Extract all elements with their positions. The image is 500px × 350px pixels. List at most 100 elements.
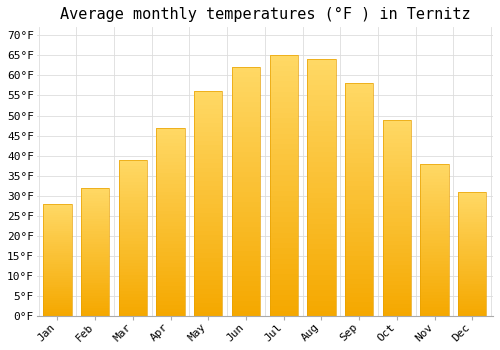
Bar xyxy=(458,274,486,276)
Bar xyxy=(232,266,260,271)
Bar xyxy=(382,308,411,312)
Bar xyxy=(81,206,110,208)
Bar xyxy=(118,197,147,200)
Bar xyxy=(232,152,260,157)
Bar xyxy=(194,267,222,271)
Bar xyxy=(232,226,260,232)
Bar xyxy=(270,55,298,61)
Bar xyxy=(81,272,110,275)
Bar xyxy=(232,132,260,137)
Bar xyxy=(232,117,260,122)
Bar xyxy=(308,311,336,316)
Bar xyxy=(270,217,298,222)
Bar xyxy=(232,177,260,182)
Bar xyxy=(118,178,147,182)
Bar xyxy=(81,306,110,308)
Bar xyxy=(308,85,336,90)
Bar xyxy=(81,195,110,198)
Bar xyxy=(308,100,336,106)
Bar xyxy=(118,185,147,188)
Bar xyxy=(156,305,184,309)
Bar xyxy=(308,280,336,285)
Bar xyxy=(156,282,184,286)
Bar xyxy=(458,217,486,219)
Bar xyxy=(270,253,298,259)
Bar xyxy=(382,171,411,175)
Bar xyxy=(458,199,486,202)
Bar xyxy=(44,298,72,300)
Bar xyxy=(118,229,147,232)
Bar xyxy=(118,172,147,175)
Bar xyxy=(156,143,184,146)
Bar xyxy=(194,132,222,136)
Bar xyxy=(44,285,72,287)
Bar xyxy=(270,300,298,306)
Bar xyxy=(420,209,448,212)
Bar xyxy=(194,123,222,127)
Bar xyxy=(382,187,411,190)
Bar xyxy=(345,307,374,312)
Bar xyxy=(156,260,184,263)
Bar xyxy=(194,249,222,253)
Bar xyxy=(270,87,298,92)
Bar xyxy=(81,298,110,301)
Bar xyxy=(382,226,411,230)
Bar xyxy=(44,211,72,213)
Bar xyxy=(270,222,298,228)
Bar xyxy=(345,214,374,218)
Bar xyxy=(194,235,222,240)
Bar xyxy=(308,147,336,152)
Bar xyxy=(270,139,298,144)
Bar xyxy=(81,203,110,206)
Bar xyxy=(156,294,184,297)
Bar xyxy=(345,88,374,93)
Bar xyxy=(270,228,298,233)
Bar xyxy=(345,130,374,135)
Bar xyxy=(270,61,298,66)
Bar xyxy=(156,177,184,180)
Bar xyxy=(44,219,72,222)
Bar xyxy=(81,247,110,249)
Bar xyxy=(232,122,260,127)
Bar xyxy=(308,244,336,249)
Bar xyxy=(232,271,260,276)
Bar xyxy=(194,280,222,285)
Bar xyxy=(345,218,374,223)
Bar xyxy=(232,82,260,87)
Bar xyxy=(232,212,260,217)
Bar xyxy=(156,290,184,294)
Bar xyxy=(194,168,222,172)
Bar xyxy=(118,307,147,310)
Bar xyxy=(382,131,411,135)
Bar xyxy=(81,303,110,306)
Bar xyxy=(345,162,374,167)
Bar xyxy=(308,254,336,260)
Bar xyxy=(118,257,147,260)
Bar xyxy=(458,266,486,269)
Bar xyxy=(345,195,374,200)
Bar xyxy=(44,258,72,260)
Bar xyxy=(44,262,72,265)
Bar xyxy=(270,165,298,170)
Bar xyxy=(81,241,110,244)
Bar xyxy=(232,157,260,162)
Bar xyxy=(156,128,184,131)
Bar xyxy=(81,224,110,226)
Bar xyxy=(44,265,72,267)
Bar xyxy=(345,172,374,176)
Bar xyxy=(118,203,147,206)
Bar xyxy=(382,289,411,293)
Bar xyxy=(382,120,411,124)
Bar xyxy=(308,270,336,275)
Bar xyxy=(232,237,260,242)
Bar xyxy=(345,209,374,214)
Bar xyxy=(156,150,184,154)
Bar xyxy=(44,278,72,280)
Bar xyxy=(232,92,260,97)
Bar xyxy=(194,253,222,258)
Bar xyxy=(44,224,72,226)
Bar xyxy=(270,160,298,165)
Bar xyxy=(156,252,184,256)
Bar xyxy=(81,257,110,260)
Bar xyxy=(44,292,72,294)
